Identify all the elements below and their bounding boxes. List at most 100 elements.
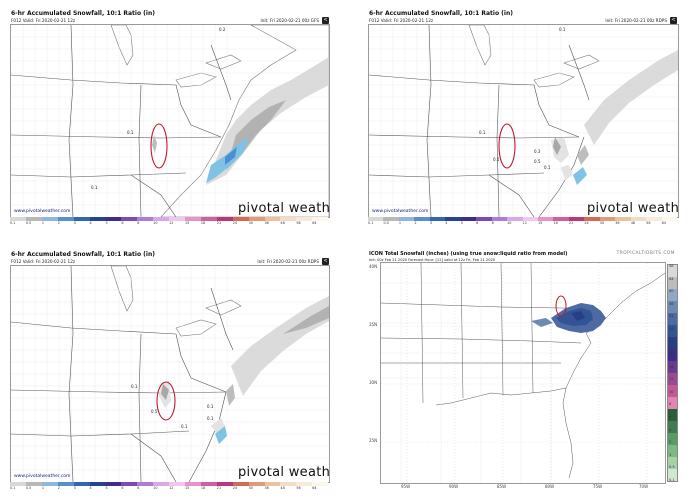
longitude-label: 70W — [639, 484, 649, 489]
latitude-label: 30N — [369, 380, 378, 385]
map-value-label: 0.1 — [181, 424, 188, 429]
map-value-label: 0.1 — [127, 130, 134, 135]
color-scale-tick-label: 3 — [73, 486, 76, 490]
color-scale-tick-label: 12 — [522, 221, 527, 225]
color-scale-swatch — [491, 217, 508, 221]
color-scale-swatch — [153, 217, 170, 221]
color-scale-tick-label: 30 — [599, 221, 605, 225]
color-scale-tick-label: 12 — [669, 377, 674, 382]
color-scale-tick-label: 28 — [669, 326, 674, 331]
color-scale-labels: 0.1 0.5 1 2 3 4 5 6 8 10 12 15 18 21 24 30 36 48 56 64 — [10, 221, 328, 225]
brand-logo: pivotal weather — [238, 201, 330, 216]
color-scale-swatch — [476, 217, 492, 221]
color-scale-swatch — [398, 217, 415, 221]
color-scale-tick-label: 21 — [568, 221, 574, 225]
map-value-label: 0.1 — [207, 404, 214, 409]
color-scale-tick-label: 10 — [507, 221, 512, 225]
color-scale-swatch — [460, 217, 477, 221]
latitude-label: 25N — [369, 438, 378, 443]
source-credit: TROPICALTIDBITS.COM — [616, 251, 675, 256]
color-scale-swatch — [668, 433, 677, 445]
color-scale-swatch — [312, 482, 329, 486]
color-scale-tick-label: 36 — [615, 221, 620, 225]
share-icon[interactable]: < — [322, 17, 329, 24]
source-url[interactable]: www.pivotalweather.com — [14, 209, 71, 214]
color-scale-tick-label: 15 — [184, 221, 190, 225]
color-scale-swatch — [41, 482, 58, 486]
brand-logo: pivotal weather — [238, 465, 330, 480]
color-scale-swatch — [105, 482, 122, 486]
panel-title: ICON Total Snowfall (inches) (using true… — [369, 251, 568, 257]
color-scale-tick-label: 10 — [153, 221, 158, 225]
color-scale-swatch — [414, 217, 430, 221]
color-scale-tick-label: 48 — [280, 486, 285, 490]
color-scale-swatch — [89, 482, 106, 486]
color-scale-tick-label: 56 — [296, 221, 301, 225]
color-scale-tick-label: 2 — [669, 440, 672, 445]
color-scale-swatch — [89, 217, 106, 221]
color-scale-swatch — [668, 349, 677, 361]
color-scale-swatch — [153, 482, 170, 486]
source-url[interactable]: www.pivotalweather.com — [372, 209, 429, 214]
longitude-label: 95W — [401, 484, 411, 489]
color-scale-tick-label: 56 — [296, 486, 301, 490]
color-scale-swatch — [599, 217, 616, 221]
color-scale-tick-label: 4 — [89, 486, 92, 490]
rdps-snowfall-panel-1: 6-hr Accumulated Snowfall, 10:1 Ratio (i… — [367, 9, 679, 226]
color-scale-swatch — [537, 217, 554, 221]
color-scale-tick-label: 2 — [414, 221, 417, 225]
color-scale-swatch — [668, 421, 677, 433]
share-icon[interactable]: < — [670, 17, 677, 24]
map-value-label: 0.1 — [559, 27, 566, 32]
color-scale-tick-label: 48 — [280, 221, 285, 225]
color-scale-swatch — [10, 217, 26, 221]
panel-title: 6-hr Accumulated Snowfall, 10:1 Ratio (i… — [11, 10, 155, 17]
color-scale-tick-label: 8 — [137, 486, 140, 490]
color-scale-swatch — [668, 313, 677, 325]
color-scale-swatch — [668, 397, 677, 409]
color-scale-swatch — [296, 482, 313, 486]
color-scale-swatch — [668, 337, 677, 349]
color-scale-tick-label: 24 — [232, 486, 238, 490]
color-scale-swatch — [105, 217, 122, 221]
color-scale-tick-label: 2 — [57, 486, 60, 490]
color-scale-tick-label: 0.5 — [25, 221, 32, 225]
longitude-label: 75W — [593, 484, 603, 489]
color-scale-swatch — [668, 445, 677, 457]
color-scale-swatch — [200, 217, 217, 221]
longitude-label: 85W — [497, 484, 507, 489]
map-value-label: 0.1 — [131, 384, 138, 389]
color-scale-swatch — [73, 482, 90, 486]
color-scale-tick-label: 18 — [553, 221, 558, 225]
snowfall-map: 0.1 0.5 0.1 0.1 0.1 pivotal weather www.… — [10, 265, 330, 483]
color-scale-tick-label: 40 — [669, 289, 674, 294]
map-value-label: 0.2 — [219, 27, 226, 32]
color-scale-tick-label: 64 — [312, 221, 317, 225]
gfs-snowfall-panel: 6-hr Accumulated Snowfall, 10:1 Ratio (i… — [9, 9, 331, 226]
color-scale-swatch — [169, 482, 185, 486]
share-icon[interactable]: < — [322, 258, 329, 265]
color-scale-swatch — [507, 217, 523, 221]
color-scale-tick-label: 18 — [200, 221, 206, 225]
color-scale-tick-label: 36 — [669, 301, 674, 306]
color-scale-swatch — [553, 217, 569, 221]
color-scale-tick-label: 8 — [491, 221, 494, 225]
color-scale-swatch — [615, 217, 631, 221]
color-scale-swatch — [429, 217, 446, 221]
latitude-label: 35N — [369, 322, 378, 327]
color-scale-tick-label: 0.1 — [669, 477, 675, 482]
color-scale-swatch — [10, 482, 26, 486]
color-scale-tick-label: 0.1 — [10, 221, 16, 225]
color-scale-tick-label: 6 — [121, 221, 124, 225]
source-url[interactable]: www.pivotalweather.com — [14, 474, 71, 479]
color-scale-swatch — [264, 482, 281, 486]
color-scale-swatch — [522, 217, 538, 221]
map-value-label: 0.5 — [151, 409, 158, 414]
color-scale-swatch — [248, 482, 265, 486]
color-scale-swatch — [383, 217, 399, 221]
snowfall-map — [380, 262, 666, 484]
color-scale-tick-label: 36 — [264, 221, 269, 225]
color-scale-tick-label: 30 — [248, 486, 253, 490]
map-canvas — [369, 25, 678, 217]
map-value-label: 0.1 — [544, 165, 551, 170]
